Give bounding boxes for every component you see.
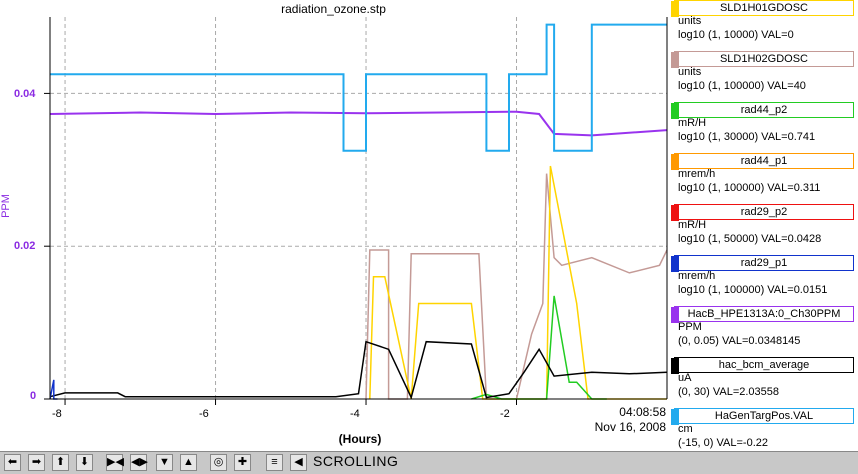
y-tick-label: 0.04	[14, 88, 36, 100]
legend-entry-name[interactable]: rad44_p1	[671, 153, 854, 170]
legend-swatch	[671, 409, 679, 425]
legend-name-text: HacB_HPE1313A:0_Ch30PPM	[687, 308, 841, 320]
legend-swatch	[671, 52, 679, 68]
arrow-left-icon[interactable]: ⬅	[4, 454, 21, 471]
legend-units: mR/H	[678, 219, 707, 231]
add-icon[interactable]: ✚	[234, 454, 251, 471]
legend-entry-name[interactable]: rad29_p1	[671, 255, 854, 272]
status-text: SCROLLING	[313, 453, 399, 469]
arrow-right-icon[interactable]: ➡	[28, 454, 45, 471]
legend-name-text: rad44_p2	[740, 104, 788, 116]
legend-name-text: SLD1H02GDOSC	[719, 53, 809, 65]
y-axis-label: PPM	[0, 194, 12, 218]
legend-entry-name[interactable]: rad29_p2	[671, 204, 854, 221]
legend-name-text: rad29_p1	[740, 257, 788, 269]
zoom-in-x-icon[interactable]: ▶◀	[106, 454, 124, 471]
legend-entry-name[interactable]: SLD1H02GDOSC	[671, 51, 854, 68]
legend-units: PPM	[678, 321, 702, 333]
legend-entry[interactable]: rad29_p2 mR/H log10 (1, 50000) VAL=0.0428	[670, 204, 858, 255]
x-axis-label: (Hours)	[338, 432, 382, 446]
legend-swatch	[671, 256, 679, 272]
series-line-hacb-hpe1313a-0-ch30ppm	[49, 110, 668, 137]
legend-units: uA	[678, 372, 692, 384]
legend-entry[interactable]: HaGenTargPos.VAL cm (-15, 0) VAL=-0.22	[670, 408, 858, 459]
legend-panel: SLD1H01GDOSC units log10 (1, 10000) VAL=0 S…	[670, 0, 858, 459]
legend-name-text: rad44_p1	[740, 155, 788, 167]
legend-swatch	[671, 154, 679, 170]
back-icon[interactable]: ◀	[290, 454, 307, 471]
timestamp-date: Nov 16, 2008	[594, 420, 666, 434]
legend-name-text: SLD1H01GDOSC	[719, 2, 809, 14]
x-tick-label: -6	[199, 408, 209, 420]
zoom-out-x-icon[interactable]: ◀▶	[130, 454, 148, 471]
legend-entry[interactable]: hac_bcm_average uA (0, 30) VAL=2.03558	[670, 357, 858, 408]
legend-entry[interactable]: SLD1H01GDOSC units log10 (1, 10000) VAL=0	[670, 0, 858, 51]
legend-swatch	[671, 103, 679, 119]
legend-range: log10 (1, 100000) VAL=40	[678, 80, 806, 92]
x-tick-label: -2	[500, 408, 510, 420]
legend-units: mR/H	[678, 117, 707, 129]
series-line-hagentargpos-val	[50, 23, 667, 152]
legend-swatch	[671, 307, 679, 323]
legend-name-text: rad29_p2	[740, 206, 788, 218]
legend-range: (0, 0.05) VAL=0.0348145	[678, 335, 801, 347]
arrow-down-icon[interactable]: ⬇	[76, 454, 93, 471]
legend-entry[interactable]: rad44_p1 mrem/h log10 (1, 100000) VAL=0.31…	[670, 153, 858, 204]
zoom-out-y-icon[interactable]: ▲	[180, 454, 197, 471]
legend-entry-name[interactable]: HaGenTargPos.VAL	[671, 408, 854, 425]
plot-title: radiation_ozone.stp	[281, 2, 386, 16]
x-tick-label: -4	[350, 408, 360, 420]
legend-swatch	[671, 358, 679, 374]
axis-ticks	[44, 92, 518, 405]
plot-series	[49, 23, 668, 400]
legend-units: units	[678, 15, 702, 27]
series-line-rad29-p1	[49, 379, 58, 400]
legend-entry-name[interactable]: hac_bcm_average	[671, 357, 854, 374]
legend-entry[interactable]: rad44_p2 mR/H log10 (1, 30000) VAL=0.741	[670, 102, 858, 153]
legend-swatch	[671, 1, 679, 17]
legend-units: cm	[678, 423, 693, 435]
reset-zoom-icon[interactable]: ◎	[210, 454, 227, 471]
legend-range: log10 (1, 100000) VAL=0.311	[678, 182, 821, 194]
y-tick-label: 0.02	[14, 240, 36, 252]
config-icon[interactable]: ≡	[266, 454, 283, 471]
timestamp-time: 04:08:58	[619, 405, 666, 419]
y-tick-label: 0	[30, 390, 37, 402]
legend-range: (0, 30) VAL=2.03558	[678, 386, 780, 398]
legend-range: log10 (1, 50000) VAL=0.0428	[678, 233, 822, 245]
x-tick-label: -8	[52, 408, 62, 420]
plot-canvas[interactable]	[0, 0, 858, 451]
legend-entry-name[interactable]: SLD1H01GDOSC	[671, 0, 854, 17]
legend-entry-name[interactable]: rad44_p2	[671, 102, 854, 119]
legend-entry[interactable]: HacB_HPE1313A:0_Ch30PPM PPM (0, 0.05) VAL=…	[670, 306, 858, 357]
legend-name-text: hac_bcm_average	[718, 359, 810, 371]
legend-name-text: HaGenTargPos.VAL	[714, 410, 814, 422]
toolbar: ⬅ ➡ ⬆ ⬇ ▶◀ ◀▶ ▼ ▲ ◎ ✚ ≡ ◀ SCROLLING	[0, 451, 858, 474]
legend-entry[interactable]: SLD1H02GDOSC units log10 (1, 100000) VAL=4…	[670, 51, 858, 102]
series-line-sld1h01gdosc	[369, 165, 667, 400]
legend-swatch	[671, 205, 679, 221]
series-line-sld1h02gdosc	[365, 173, 668, 400]
legend-units: mrem/h	[678, 270, 716, 282]
legend-entry-name[interactable]: HacB_HPE1313A:0_Ch30PPM	[671, 306, 854, 323]
zoom-in-y-icon[interactable]: ▼	[156, 454, 173, 471]
legend-range: log10 (1, 10000) VAL=0	[678, 29, 794, 41]
series-line-hac-bcm-average	[49, 340, 668, 400]
legend-range: log10 (1, 30000) VAL=0.741	[678, 131, 816, 143]
legend-entry[interactable]: rad29_p1 mrem/h log10 (1, 100000) VAL=0.01…	[670, 255, 858, 306]
legend-units: units	[678, 66, 702, 78]
legend-range: (-15, 0) VAL=-0.22	[678, 437, 768, 449]
legend-units: mrem/h	[678, 168, 716, 180]
arrow-up-icon[interactable]: ⬆	[52, 454, 69, 471]
timestamp: 04:08:58 Nov 16, 2008	[560, 405, 666, 435]
legend-range: log10 (1, 100000) VAL=0.0151	[678, 284, 828, 296]
